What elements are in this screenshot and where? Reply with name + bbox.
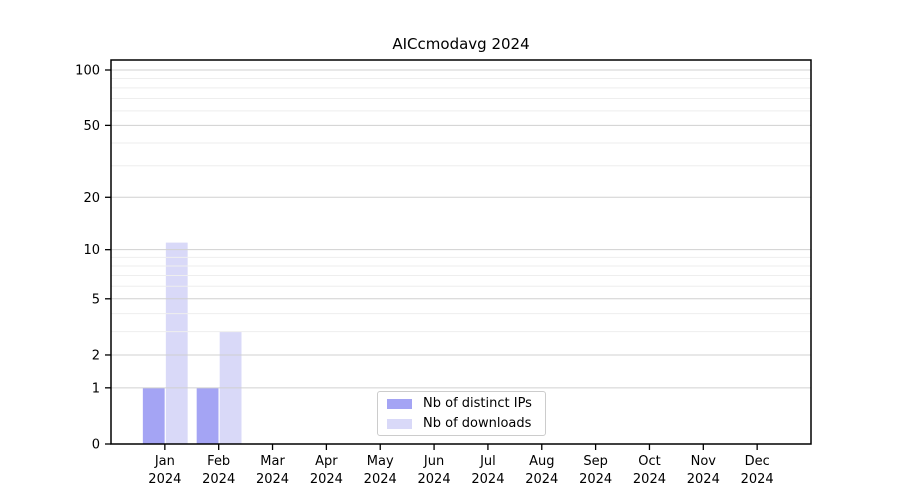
legend-label-distinct-ips: Nb of distinct IPs [423,396,532,411]
x-tick-label-year-nov: 2024 [687,472,720,487]
y-tick-label-5: 5 [92,292,100,307]
x-tick-label-year-jan: 2024 [148,472,181,487]
x-tick-label-year-aug: 2024 [525,472,558,487]
y-tick-label-2: 2 [92,348,100,363]
y-tick-label-50: 50 [83,119,100,134]
y-tick-label-20: 20 [83,191,100,206]
legend-swatch-downloads [387,418,412,429]
x-tick-label-year-oct: 2024 [633,472,666,487]
x-tick-label-month-nov: Nov [691,454,717,469]
y-tick-label-1: 1 [92,381,100,396]
x-tick-label-year-sep: 2024 [579,472,612,487]
chart-title: AICcmodavg 2024 [392,35,530,53]
y-tick-label-10: 10 [83,243,100,258]
x-tick-label-month-apr: Apr [315,454,338,469]
plot-frame [110,59,812,445]
x-tick-label-year-jul: 2024 [471,472,504,487]
legend: Nb of distinct IPs Nb of downloads [377,391,546,436]
x-tick-label-month-oct: Oct [638,454,660,469]
x-tick-label-month-feb: Feb [207,454,230,469]
bar-downloads-jan [165,242,188,444]
y-tick-label-0: 0 [92,438,100,453]
legend-item-distinct-ips: Nb of distinct IPs [387,394,545,414]
x-tick-label-month-mar: Mar [260,454,285,469]
x-tick-label-year-dec: 2024 [741,472,774,487]
x-tick-label-year-feb: 2024 [202,472,235,487]
x-tick-label-year-mar: 2024 [256,472,289,487]
bar-distinct-ips-jan [142,387,165,444]
x-tick-label-year-may: 2024 [364,472,397,487]
x-tick-label-year-apr: 2024 [310,472,343,487]
x-tick-label-month-aug: Aug [529,454,554,469]
x-tick-label-month-jan: Jan [154,454,175,469]
x-tick-label-month-dec: Dec [745,454,770,469]
x-tick-label-month-may: May [367,454,394,469]
legend-label-downloads: Nb of downloads [423,416,532,431]
bar-distinct-ips-feb [196,387,219,444]
legend-swatch-distinct-ips [387,398,412,409]
legend-item-downloads: Nb of downloads [387,414,545,434]
x-tick-label-month-sep: Sep [583,454,608,469]
x-tick-label-month-jul: Jul [479,454,496,469]
x-tick-label-month-jun: Jun [423,454,444,469]
y-tick-label-100: 100 [75,64,100,79]
x-tick-label-year-jun: 2024 [418,472,451,487]
